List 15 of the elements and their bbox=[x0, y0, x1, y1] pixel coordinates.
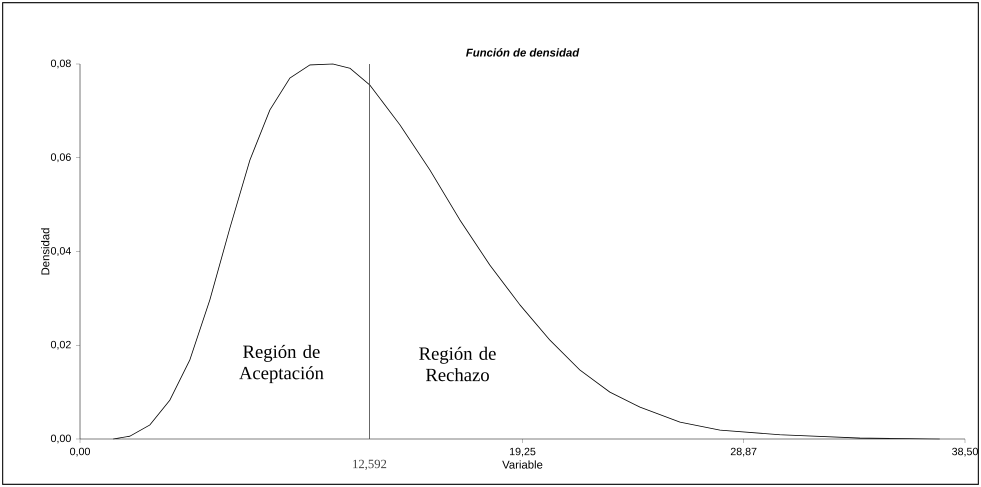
annotation: Región de Rechazo bbox=[419, 346, 496, 382]
y-tick-label: 0,00 bbox=[50, 434, 71, 444]
x-tick-label: 19,25 bbox=[510, 448, 536, 457]
y-tick-label: 0,08 bbox=[50, 60, 71, 68]
ref-line-label: 12,592 bbox=[353, 460, 386, 470]
y-axis-title: Densidad bbox=[41, 228, 50, 275]
chart-title: Función de densidad bbox=[466, 48, 580, 57]
y-tick-label: 0,02 bbox=[50, 340, 71, 350]
y-tick-label: 0,06 bbox=[50, 153, 71, 162]
x-tick-label: 28,87 bbox=[730, 448, 756, 457]
x-axis-title: Variable bbox=[502, 460, 542, 469]
x-tick-label: 0,00 bbox=[70, 448, 90, 457]
x-tick-label: 38,50 bbox=[952, 448, 978, 457]
y-tick-label: 0,04 bbox=[50, 247, 71, 256]
annotation: Región de Aceptación bbox=[239, 344, 324, 384]
